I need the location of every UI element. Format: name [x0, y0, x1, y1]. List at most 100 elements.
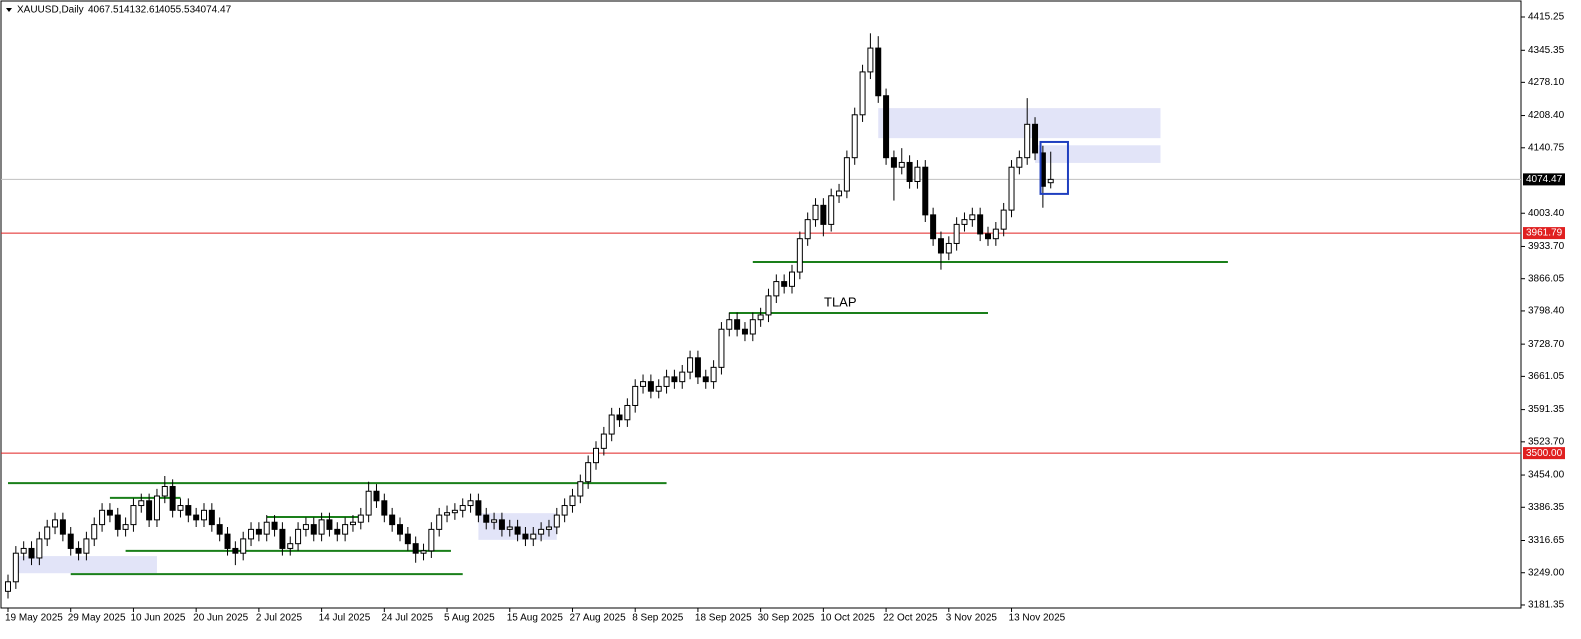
chart-title: XAUUSD,Daily — [17, 5, 84, 16]
x-tick-label: 20 Jun 2025 — [193, 613, 248, 624]
candle-body — [318, 519, 325, 535]
price-label-box — [1523, 447, 1565, 460]
candle-body — [506, 526, 513, 530]
y-tick-label: 3933.70 — [1528, 241, 1565, 252]
candle-body — [937, 238, 944, 254]
candle-body — [130, 505, 137, 526]
y-tick-label: 4208.40 — [1528, 110, 1565, 121]
x-tick-label: 15 Aug 2025 — [507, 613, 564, 624]
candle-body — [271, 521, 278, 530]
x-tick-label: 14 Jul 2025 — [319, 613, 371, 624]
candle-body — [945, 242, 952, 254]
candle-body — [702, 376, 709, 383]
price-label: 3500.00 — [1526, 448, 1563, 459]
y-tick-label: 4415.25 — [1528, 12, 1565, 23]
candle-body — [138, 500, 145, 507]
candle-body — [608, 414, 615, 435]
y-tick-label: 3798.40 — [1528, 306, 1565, 317]
candle-body — [726, 319, 733, 330]
y-tick-label: 4345.35 — [1528, 45, 1565, 56]
candle-body — [287, 543, 294, 549]
candle-body — [106, 509, 113, 516]
candle-body — [577, 481, 584, 497]
candle-body — [1024, 123, 1031, 159]
annotation: TLAP — [824, 294, 857, 309]
x-tick-label: 29 May 2025 — [68, 613, 126, 624]
candle-body — [992, 228, 999, 240]
candle-body — [522, 533, 529, 540]
highlight-box — [1039, 140, 1069, 195]
candle-body — [741, 328, 748, 335]
candle-body — [1008, 166, 1015, 211]
candle-body — [851, 114, 858, 159]
zone — [15, 556, 157, 574]
candle-body — [99, 509, 106, 526]
candle-body — [789, 271, 795, 287]
candle-body — [883, 95, 890, 159]
header-close: 4074.47 — [195, 5, 232, 16]
candle-body — [820, 204, 827, 225]
x-tick-label: 22 Oct 2025 — [883, 613, 938, 624]
candle-body — [616, 414, 623, 421]
candle-body — [530, 533, 537, 540]
candle-body — [671, 376, 678, 383]
candle-body — [451, 509, 458, 514]
y-tick-label: 3386.35 — [1528, 502, 1565, 513]
candle-body — [302, 524, 309, 530]
y-tick-label: 4003.40 — [1528, 208, 1565, 219]
candle-body — [334, 528, 341, 535]
candle-body — [59, 519, 66, 535]
x-tick-label: 19 May 2025 — [5, 613, 63, 624]
candle-body — [796, 238, 803, 273]
candle-body — [389, 514, 396, 526]
header-low: 4055.53 — [159, 5, 196, 16]
candle-body — [538, 528, 545, 535]
candle-body — [444, 512, 451, 516]
candle-body — [428, 528, 435, 552]
candle-body — [585, 462, 592, 483]
candle-body — [600, 433, 607, 449]
candle-body — [122, 524, 129, 530]
candle-body — [193, 514, 200, 521]
candle-body — [718, 328, 725, 368]
candle-body — [357, 514, 364, 523]
candle-body — [373, 490, 380, 502]
candle-body — [75, 547, 82, 554]
candle-body — [985, 233, 991, 240]
candle-body — [514, 526, 521, 535]
candle-body — [295, 528, 302, 545]
y-tick-label: 3523.70 — [1528, 436, 1565, 447]
candle-body — [216, 524, 223, 535]
candle-body — [1047, 178, 1054, 184]
candle-body — [310, 524, 317, 535]
candle-body — [20, 547, 27, 554]
header-arrow — [6, 8, 12, 12]
y-tick-label: 3661.05 — [1528, 371, 1565, 382]
price-label-box — [1523, 227, 1565, 240]
candle-body — [67, 533, 74, 549]
candle-body — [694, 357, 701, 378]
candle-body — [397, 524, 403, 535]
candle-body — [890, 157, 897, 168]
candle-body — [749, 319, 756, 335]
y-tick-label: 3728.70 — [1528, 339, 1565, 350]
y-tick-label: 3316.65 — [1528, 535, 1565, 546]
candle-body — [467, 500, 474, 507]
candle-body — [114, 514, 121, 530]
candle-body — [875, 47, 882, 97]
candle-body — [898, 161, 905, 168]
candle-body — [52, 519, 59, 528]
candle-body — [83, 538, 90, 554]
candle-body — [640, 381, 647, 387]
candle-body — [757, 314, 764, 321]
y-tick-label: 4140.75 — [1528, 142, 1565, 153]
candle-body — [1032, 123, 1039, 154]
current-price-label: 4074.47 — [1526, 174, 1563, 185]
candle-body — [279, 528, 286, 549]
x-tick-label: 5 Aug 2025 — [444, 613, 495, 624]
y-tick-label: 3249.00 — [1528, 567, 1565, 578]
candle-body — [545, 526, 552, 530]
candle-body — [655, 385, 662, 392]
candle-body — [569, 495, 576, 507]
